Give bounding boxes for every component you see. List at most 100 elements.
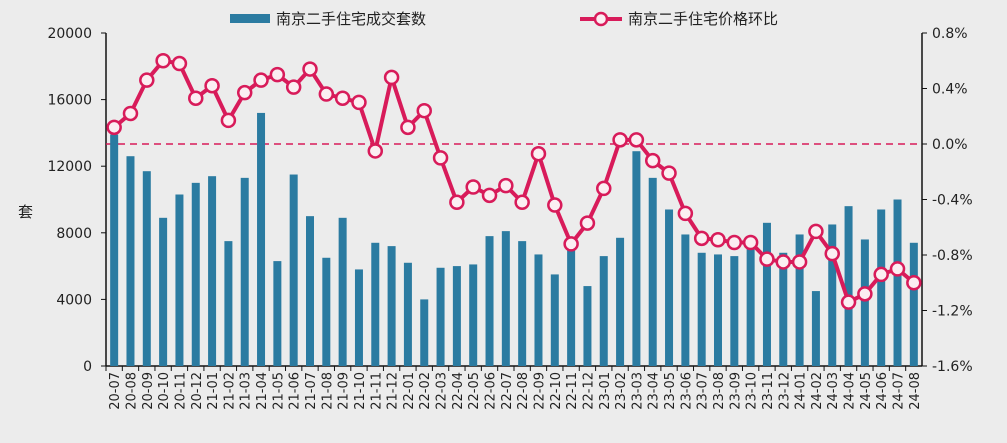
y-right-tick-label: -1.6% — [932, 359, 973, 375]
bar — [338, 217, 347, 366]
bar — [877, 209, 886, 366]
bar — [142, 171, 151, 366]
bar — [191, 182, 200, 366]
bar — [159, 217, 168, 366]
bar — [599, 256, 608, 366]
price-point — [122, 105, 139, 122]
bar — [534, 254, 543, 366]
bar — [436, 267, 445, 366]
bar — [387, 246, 396, 366]
bar — [893, 199, 902, 366]
bar — [420, 299, 429, 366]
bar — [208, 176, 217, 366]
x-tick-label: 22-05 — [467, 372, 482, 410]
bar — [354, 269, 363, 366]
bar — [501, 231, 510, 366]
price-point — [742, 234, 759, 251]
y-left-tick-label: 12000 — [47, 159, 92, 175]
x-tick-label: 24-02 — [810, 372, 825, 410]
x-tick-label: 21-12 — [386, 372, 401, 410]
x-tick-label: 22-08 — [516, 372, 531, 410]
legend: 南京二手住宅成交套数 南京二手住宅价格环比 — [230, 10, 778, 28]
price-point — [726, 234, 743, 251]
legend-line-marker — [593, 11, 609, 27]
x-tick-label: 21-08 — [320, 372, 335, 410]
price-point — [155, 53, 171, 69]
price-point — [465, 179, 481, 195]
price-point — [579, 215, 596, 231]
price-point — [661, 165, 677, 181]
y-right-tick-label: 0.8% — [932, 26, 968, 42]
price-point — [873, 266, 889, 283]
price-point — [220, 112, 237, 129]
price-point — [759, 251, 775, 267]
price-point — [791, 254, 808, 270]
x-tick-label: 20-09 — [141, 372, 156, 410]
x-tick-label: 22-07 — [500, 372, 515, 410]
bar — [403, 262, 412, 366]
bar — [730, 256, 739, 366]
bar — [811, 291, 820, 366]
x-tick-label: 21-10 — [353, 372, 368, 410]
bar — [697, 252, 706, 366]
x-tick-label: 23-03 — [630, 372, 645, 410]
price-point — [547, 197, 563, 213]
bar — [175, 194, 184, 366]
bar — [583, 286, 592, 366]
legend-bar-label: 南京二手住宅成交套数 — [276, 10, 426, 28]
y-left-tick-label: 16000 — [47, 93, 92, 109]
bar — [762, 222, 771, 366]
x-tick-label: 21-11 — [369, 372, 384, 410]
x-tick-label: 22-10 — [549, 372, 564, 410]
bar — [257, 112, 266, 366]
price-point — [514, 194, 530, 211]
x-tick-label: 21-05 — [271, 372, 286, 410]
price-point — [383, 69, 400, 86]
bar — [126, 156, 135, 366]
bar — [632, 151, 641, 366]
x-tick-label: 22-02 — [418, 372, 433, 410]
x-tick-label: 22-11 — [565, 372, 580, 410]
price-point — [106, 119, 122, 136]
x-tick-label: 23-05 — [663, 372, 678, 410]
bar — [322, 257, 331, 366]
x-tick-label: 24-07 — [892, 372, 907, 410]
bar — [306, 216, 314, 366]
y-right-tick-label: 0.0% — [932, 137, 968, 153]
bar — [714, 254, 722, 366]
price-point — [596, 180, 612, 197]
bar — [616, 237, 625, 366]
price-point — [318, 86, 335, 102]
bar — [485, 236, 494, 366]
x-tick-label: 23-11 — [761, 372, 776, 410]
x-tick-label: 20-08 — [124, 372, 139, 410]
y-right-tick-label: -0.8% — [932, 248, 973, 264]
price-point — [188, 90, 204, 106]
x-tick-label: 22-09 — [532, 372, 547, 410]
x-tick-label: 23-02 — [614, 372, 629, 410]
y-left-tick-label: 4000 — [56, 292, 92, 308]
x-tick-label: 20-11 — [173, 372, 188, 410]
x-tick-label: 20-07 — [108, 372, 123, 410]
x-tick-label: 23-07 — [696, 372, 711, 410]
price-point — [530, 145, 547, 162]
price-point — [693, 230, 710, 247]
price-point — [204, 77, 220, 94]
x-tick-label: 23-01 — [598, 372, 613, 410]
bar — [110, 134, 119, 366]
x-tick-label: 24-08 — [908, 372, 923, 410]
bar — [648, 177, 657, 366]
x-tick-label: 21-02 — [222, 372, 237, 410]
price-point — [416, 102, 432, 119]
price-point — [139, 72, 155, 88]
x-tick-label: 24-05 — [859, 372, 874, 410]
bar — [567, 249, 576, 366]
bar — [550, 274, 559, 366]
bar — [240, 177, 249, 366]
bar — [371, 242, 380, 366]
x-tick-label: 21-07 — [304, 372, 319, 410]
bar — [844, 206, 853, 366]
x-tick-label: 20-12 — [190, 372, 205, 410]
price-point — [432, 150, 449, 166]
